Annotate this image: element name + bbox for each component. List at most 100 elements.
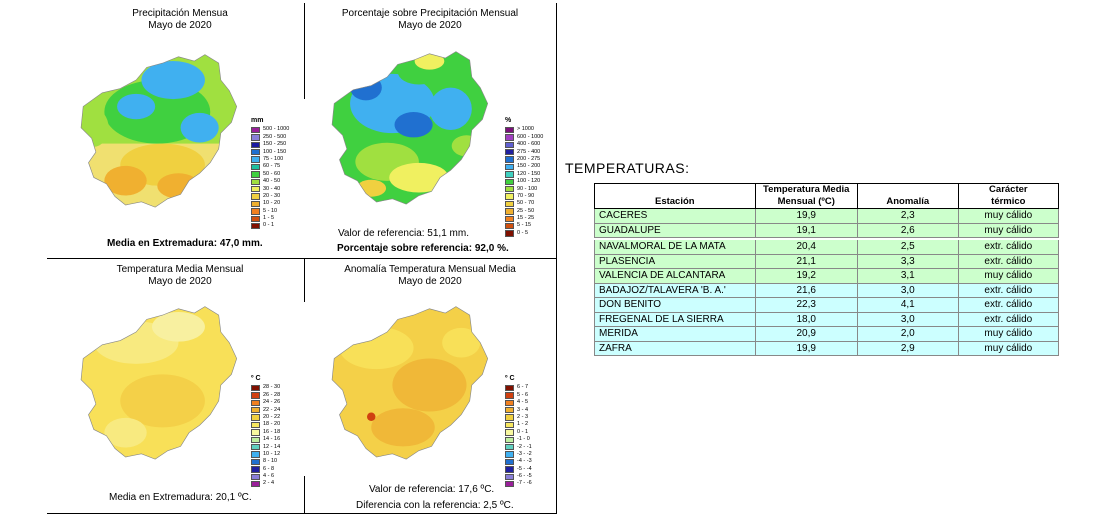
cell-temp: 18,0 [754, 312, 858, 327]
cell-anom: 4,1 [856, 297, 959, 313]
precip-caption-text: Media en Extremadura: 47,0 mm. [107, 238, 263, 249]
legend-swatch [251, 126, 260, 134]
cell-station: MERIDA [594, 326, 756, 342]
legend-swatch [251, 171, 260, 178]
cell-station: ZAFRA [594, 341, 756, 356]
legend-label: 50 - 60 [263, 170, 281, 177]
legend-entry: 100 - 120 [505, 178, 543, 186]
legend-entry: 16 - 18 [251, 429, 280, 436]
legend-label: 1 - 5 [263, 215, 275, 222]
legend-label: 22 - 24 [263, 406, 281, 413]
legend-entry: 18 - 20 [251, 421, 280, 429]
legend-label: 24 - 26 [263, 399, 281, 406]
legend-entry: 100 - 150 [251, 149, 289, 156]
legend-swatch [251, 215, 260, 222]
header-temp: Temperatura Media Mensual (ºC) [754, 183, 858, 209]
legend-swatch [251, 399, 260, 407]
legend-swatch [251, 451, 260, 458]
legend-label: -1 - 0 [517, 436, 530, 443]
cell-car: muy cálido [957, 223, 1060, 238]
legend-entry: > 1000 [505, 126, 543, 134]
legend-entry: 150 - 250 [251, 141, 289, 149]
temp-caption: Media en Extremadura: 20,1 ºC. [109, 492, 252, 503]
precip-map-title-line1: Precipitación Mensua [132, 8, 228, 19]
legend-label: 30 - 40 [263, 185, 281, 192]
legend-label: 120 - 150 [517, 170, 541, 177]
cell-car: extr. cálido [957, 312, 1060, 327]
table-row: MERIDA 20,9 2,0 muy cálido [594, 326, 1060, 342]
legend-entry: 3 - 4 [505, 407, 532, 414]
cell-anom: 3,0 [856, 283, 959, 298]
legend-swatch [251, 178, 260, 186]
legend-entry: 250 - 500 [251, 134, 289, 141]
table-row: GUADALUPE 19,1 2,6 muy cálido [594, 223, 1060, 238]
legend-swatch [505, 156, 514, 163]
cell-temp: 19,2 [754, 268, 858, 284]
panel-divider-bottom [304, 258, 305, 302]
precip-legend: mm 500 - 1000 250 - 500 150 - 250 100 - 150… [251, 117, 289, 230]
legend-swatch [505, 163, 514, 171]
table-row: PLASENCIA 21,1 3,3 extr. cálido [594, 254, 1060, 269]
legend-swatch [505, 436, 514, 444]
legend-label: 0 - 1 [263, 222, 275, 229]
temp-map-title: Temperatura Media Mensual Mayo de 2020 [60, 264, 300, 288]
legend-swatch [505, 200, 514, 208]
legend-entry: 24 - 26 [251, 399, 281, 407]
cell-temp: 19,9 [754, 208, 858, 224]
precip-map [80, 54, 238, 208]
cell-car: muy cálido [957, 341, 1060, 356]
legend-entry: 120 - 150 [505, 171, 543, 178]
percent-map-title-line2: Mayo de 2020 [398, 20, 462, 31]
legend-entry: 12 - 14 [251, 444, 280, 451]
legend-swatch [505, 208, 514, 215]
cell-anom: 2,5 [856, 240, 959, 255]
anomaly-map-title-line1: Anomalía Temperatura Mensual Media [344, 264, 516, 275]
percent-caption2-text: Porcentaje sobre referencia: 92,0 %. [337, 243, 509, 254]
legend-entry: 5 - 10 [251, 208, 289, 215]
header-station: Estación [594, 183, 756, 209]
header-character: Carácter térmico [957, 183, 1060, 209]
cell-temp: 21,6 [754, 283, 858, 298]
legend-label: 15 - 25 [517, 215, 535, 222]
percent-caption1: Valor de referencia: 51,1 mm. [338, 228, 469, 239]
legend-label: -3 - -2 [517, 450, 532, 457]
legend-swatch [505, 230, 514, 237]
legend-entry: 26 - 28 [251, 392, 280, 399]
cell-car: extr. cálido [957, 240, 1060, 255]
header-temp-line2: Mensual (ºC) [777, 196, 835, 207]
legend-label: 275 - 400 [517, 148, 541, 155]
legend-label: 0 - 5 [517, 229, 529, 236]
legend-label: 50 - 70 [517, 200, 535, 207]
legend-swatch [505, 222, 514, 230]
cell-station: DON BENITO [594, 297, 756, 313]
legend-entry: -6 - -5 [505, 473, 532, 480]
cell-station: NAVALMORAL DE LA MATA [594, 240, 756, 255]
percent-legend: % > 1000 600 - 1000 400 - 600 275 - 400 200 … [505, 117, 543, 237]
panel-divider-horizontal [47, 258, 556, 259]
legend-swatch [251, 466, 260, 473]
legend-label: 250 - 500 [263, 133, 287, 140]
legend-entry: 50 - 60 [251, 171, 289, 178]
legend-label: > 1000 [517, 126, 534, 133]
legend-label: 400 - 600 [517, 141, 541, 148]
cell-temp: 21,1 [754, 254, 858, 269]
cell-anom: 3,0 [856, 312, 959, 327]
legend-entry: 5 - 15 [505, 222, 543, 230]
legend-swatch [251, 186, 260, 193]
legend-swatch [505, 480, 514, 488]
precip-caption: Media en Extremadura: 47,0 mm. [107, 238, 263, 249]
legend-swatch [251, 392, 260, 399]
legend-entry: 6 - 7 [505, 384, 532, 392]
cell-anom: 3,3 [856, 254, 959, 269]
panel-divider-bottom2 [304, 476, 305, 513]
cell-station: FREGENAL DE LA SIERRA [594, 312, 756, 327]
cell-temp: 22,3 [754, 297, 858, 313]
legend-swatch [505, 473, 514, 480]
legend-label: 20 - 30 [263, 192, 281, 199]
cell-car: muy cálido [957, 208, 1060, 224]
map-panel-frame [47, 3, 557, 514]
table-row: BADAJOZ/TALAVERA 'B. A.' 21,6 3,0 extr. cál… [594, 283, 1060, 298]
anomaly-caption2: Diferencia con la referencia: 2,5 ºC. [356, 500, 514, 511]
legend-label: 6 - 7 [517, 384, 529, 391]
